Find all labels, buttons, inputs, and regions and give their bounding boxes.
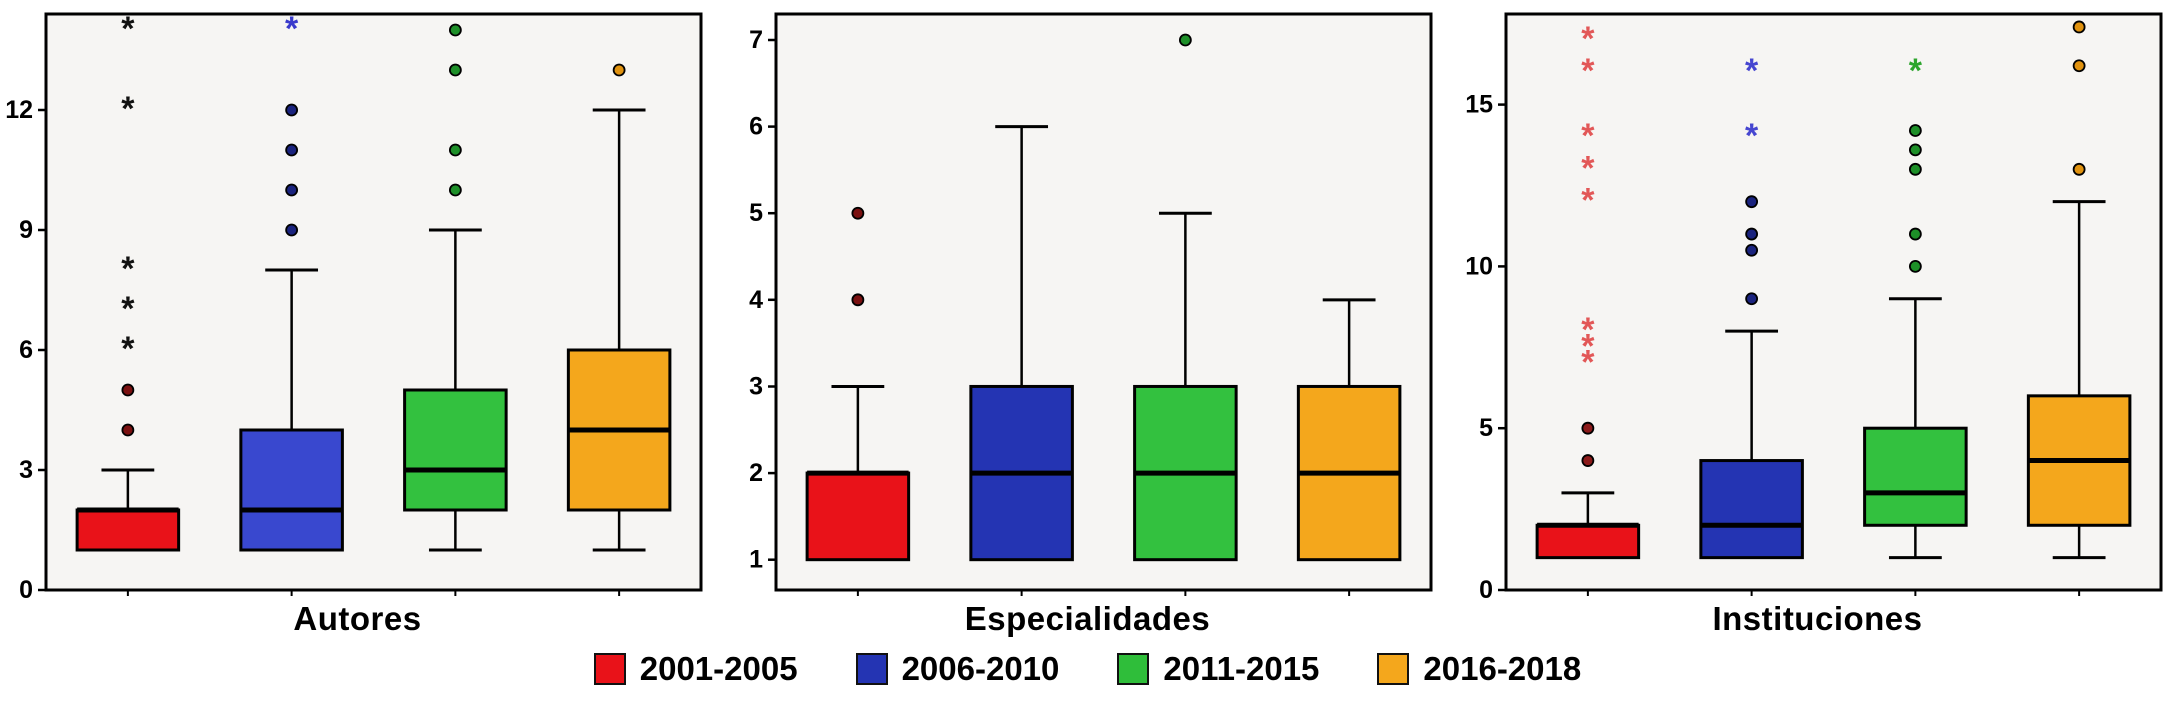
legend-swatch [593,653,626,685]
box-2011-2015 [1863,426,1968,527]
outlier-point [448,63,462,77]
outlier-point [1908,124,1922,137]
outlier-point [1745,227,1759,241]
legend-item-2011-2015: 2011-2015 [1117,650,1319,688]
y-tick-label: 3 [19,456,33,484]
extreme-point: * [121,90,135,128]
panel-autores: 0 3 6 9 12 * * * * * * Autores [0,4,715,638]
extreme-point: * [121,250,135,288]
outlier-point [1908,227,1922,241]
extreme-point: * [285,10,299,48]
y-tick-label: 7 [749,26,763,54]
outlier-point [1908,162,1922,176]
outlier-point [612,63,626,77]
y-tick-label: 9 [19,216,33,244]
panel-title-autores: Autores [293,600,422,637]
y-tick-label: 2 [749,459,763,487]
y-tick-label: 0 [1479,576,1493,600]
y-tick-label: 3 [749,373,763,401]
y-tick-label: 15 [1465,91,1493,119]
extreme-point: * [1581,117,1595,155]
outlier-point [2072,59,2086,73]
y-tick-label: 0 [19,576,33,600]
legend-label: 2001-2005 [639,650,798,687]
legend-swatch [855,653,888,685]
extreme-point: * [1581,343,1595,381]
panel-title-instituciones: Instituciones [1712,600,1923,637]
outlier-point [1745,195,1759,209]
panel-especialidades: 1 2 3 4 5 6 7 Especialidades [730,4,1445,638]
outlier-point [121,383,135,397]
box-2006-2010 [239,428,344,552]
outlier-point [1908,260,1922,273]
box-2011-2015 [403,388,508,512]
outlier-point [851,206,865,220]
extreme-point: * [1745,52,1759,90]
legend-item-2016-2018: 2016-2018 [1377,650,1581,688]
extreme-point: * [1581,20,1595,58]
legend: 2001-2005 2006-2010 2011-2015 2016-2018 [0,650,2175,688]
extreme-point: * [1581,149,1595,187]
outlier-point [1178,33,1192,47]
y-tick-label: 5 [1479,414,1493,442]
extreme-point: * [1581,182,1595,220]
panel-title-especialidades: Especialidades [964,600,1211,637]
outlier-point [2072,162,2086,176]
outlier-point [1908,143,1922,157]
outlier-point [285,143,299,157]
outlier-point [285,183,299,197]
y-tick-label: 10 [1465,252,1493,280]
outlier-point [2072,20,2086,34]
outlier-point [1581,454,1595,467]
outlier-point [851,293,865,307]
box-2001-2005 [75,508,181,552]
y-tick-label: 5 [749,199,763,227]
box-2001-2005 [1535,523,1641,560]
extreme-point: * [1581,52,1595,90]
outlier-point [1745,243,1759,257]
legend-label: 2011-2015 [1163,650,1320,687]
outlier-point [285,103,299,117]
outlier-point [448,143,462,157]
outlier-point [1581,421,1595,435]
extreme-point: * [1909,52,1923,90]
outlier-point [448,183,462,197]
extreme-point: * [1581,327,1595,365]
y-tick-label: 6 [19,336,33,364]
legend-label: 2016-2018 [1423,650,1582,687]
extreme-point: * [121,330,135,368]
extreme-point: * [1745,117,1759,155]
outlier-point [285,223,299,237]
legend-item-2001-2005: 2001-2005 [593,650,798,688]
panel-instituciones: 0 5 10 15 * * * * * * * * * * * Instituciones [1460,4,2175,638]
y-tick-label: 4 [749,286,763,314]
legend-item-2006-2010: 2006-2010 [855,650,1060,688]
outlier-point [448,23,462,37]
extreme-point: * [121,10,135,48]
outlier-point [121,423,135,437]
y-tick-label: 6 [749,113,763,141]
outlier-point [1745,292,1759,306]
box-2001-2005 [805,471,911,562]
y-tick-label: 12 [5,96,33,124]
legend-swatch [1117,653,1150,685]
y-tick-label: 1 [749,546,763,574]
box-2006-2010 [1699,459,1804,560]
legend-swatch [1377,653,1410,685]
boxplot-especialidades: 1 2 3 4 5 6 7 [749,12,1433,596]
legend-label: 2006-2010 [901,650,1060,687]
extreme-point: * [1581,311,1595,349]
extreme-point: * [121,290,135,328]
